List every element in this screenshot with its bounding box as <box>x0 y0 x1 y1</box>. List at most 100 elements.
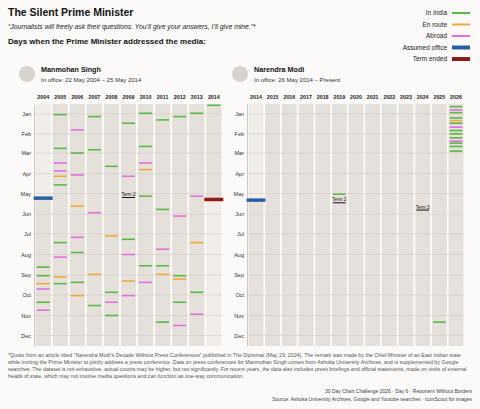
x-tick-label: 2004 <box>37 94 49 100</box>
media-mark <box>71 152 84 154</box>
x-tick-label: 2011 <box>157 94 169 100</box>
media-mark <box>450 133 463 135</box>
media-mark <box>207 105 220 107</box>
media-mark <box>122 122 135 124</box>
column-off <box>332 104 347 346</box>
column-off <box>206 104 221 346</box>
y-tick-label: Jan <box>235 111 244 117</box>
x-tick-label: 2014 <box>208 94 220 100</box>
grid-line <box>248 193 464 194</box>
column-in-office <box>449 104 464 346</box>
grid-line <box>35 233 222 234</box>
media-mark <box>450 109 463 111</box>
media-mark <box>54 256 67 258</box>
y-tick: Mar <box>22 150 34 156</box>
column-off <box>382 104 397 346</box>
y-tick: Sep <box>234 272 247 278</box>
grid-line <box>248 153 464 154</box>
credit: Source: Ashoka University Archives, Goog… <box>272 396 472 402</box>
legend-label: Assumed office <box>403 44 448 51</box>
media-mark <box>54 276 67 278</box>
grid-line <box>248 254 464 255</box>
media-mark <box>156 209 169 211</box>
media-mark <box>88 305 101 307</box>
media-mark <box>156 248 169 250</box>
x-tick: 2014 <box>208 94 220 101</box>
marks <box>34 105 224 325</box>
y-tick: Jun <box>235 211 247 217</box>
column-off <box>282 104 297 346</box>
panel-subtitle: In office: 22 May 2004 – 25 May 2014 <box>41 77 142 83</box>
y-tick: Jun <box>22 211 34 217</box>
x-tick-label: 2010 <box>140 94 152 100</box>
media-mark <box>71 252 84 254</box>
x-tick: 2018 <box>317 94 329 101</box>
grid-line <box>35 113 222 114</box>
y-tick: Nov <box>234 313 247 319</box>
y-tick: Jul <box>237 231 247 237</box>
y-tick-label: Oct <box>235 292 244 298</box>
x-tick-label: 2021 <box>367 94 379 100</box>
media-mark <box>105 166 118 168</box>
media-mark <box>173 215 186 217</box>
media-mark <box>190 112 203 114</box>
column-off <box>415 104 430 346</box>
column-in-office <box>87 104 102 346</box>
x-tick: 2026 <box>450 94 462 101</box>
term-mark <box>247 198 266 202</box>
annotation-label: Term 2 <box>332 197 346 202</box>
x-axis: 2014201520162017201820192020202120222023… <box>250 94 462 101</box>
grid <box>35 114 222 335</box>
column-off <box>53 104 68 346</box>
x-tick-label: 2016 <box>283 94 295 100</box>
y-tick: Feb <box>22 131 34 137</box>
x-tick-label: 2017 <box>300 94 312 100</box>
media-mark <box>37 266 50 268</box>
panel-title: Narendra Modi <box>254 65 304 74</box>
media-mark <box>88 149 101 151</box>
legend-swatch <box>452 35 470 37</box>
column-in-office <box>432 104 447 346</box>
media-mark <box>450 146 463 148</box>
column-off <box>172 104 187 346</box>
columns <box>36 104 222 346</box>
media-mark <box>54 242 67 244</box>
column-in-office <box>189 104 204 346</box>
grid-line <box>248 113 464 114</box>
column-off <box>365 104 380 346</box>
y-axis-line <box>247 105 248 347</box>
column-in-office <box>155 104 170 346</box>
media-mark <box>450 106 463 108</box>
y-tick-label: Sep <box>234 272 244 278</box>
media-mark <box>105 235 118 237</box>
grid-line <box>35 173 222 174</box>
x-tick: 2021 <box>367 94 379 101</box>
y-tick-label: Apr <box>235 171 244 177</box>
media-mark <box>450 112 463 114</box>
media-mark <box>139 162 152 164</box>
media-mark <box>37 309 50 311</box>
media-mark <box>71 174 84 176</box>
y-tick-label: Jan <box>22 111 31 117</box>
column-in-office <box>299 104 314 346</box>
media-mark <box>156 119 169 121</box>
media-mark <box>139 146 152 148</box>
y-tick: Dec <box>21 333 34 339</box>
column-off <box>155 104 170 346</box>
media-mark <box>88 116 101 118</box>
panel-title: Manmohan Singh <box>41 65 101 74</box>
column-in-office <box>349 104 364 346</box>
grid-line <box>248 233 464 234</box>
grid-line <box>35 335 222 336</box>
legend-swatch <box>452 46 470 50</box>
y-tick: Apr <box>22 171 34 177</box>
grid-line <box>248 315 464 316</box>
y-tick-label: Nov <box>21 313 31 319</box>
x-tick: 2015 <box>267 94 279 101</box>
media-mark <box>333 193 346 195</box>
y-tick: Oct <box>22 292 34 298</box>
term-mark <box>34 196 53 200</box>
column-in-office <box>138 104 153 346</box>
y-tick-label: Nov <box>234 313 244 319</box>
media-mark <box>71 282 84 284</box>
